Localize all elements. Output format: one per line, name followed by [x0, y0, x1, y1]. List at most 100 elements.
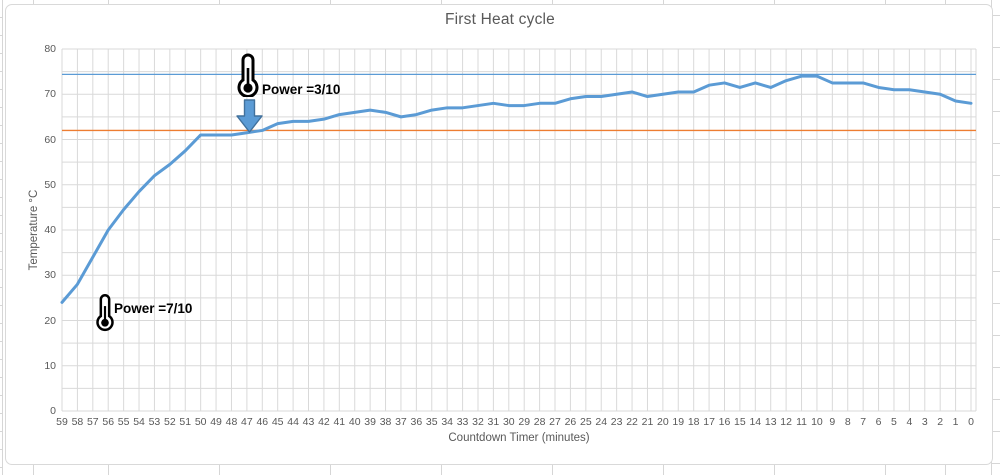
sheet-gridline	[108, 0, 109, 4]
y-tick-label: 70	[44, 88, 56, 101]
sheet-gridline	[0, 449, 3, 450]
x-tick-label: 36	[410, 416, 423, 428]
sheet-gridline	[774, 0, 775, 4]
y-tick-label: 20	[44, 314, 56, 327]
sheet-gridline	[0, 179, 3, 180]
x-tick-label: 20	[657, 416, 669, 428]
x-tick-label: 23	[610, 416, 623, 428]
x-tick-label: 27	[549, 416, 561, 428]
sheet-gridline	[991, 207, 1000, 208]
x-tick-label: 17	[703, 416, 715, 428]
x-tick-label: 58	[71, 416, 84, 428]
sheet-gridline	[0, 341, 3, 342]
sheet-gridline	[0, 377, 3, 378]
x-tick-label: 38	[379, 416, 392, 428]
x-tick-label: 8	[844, 416, 851, 428]
sheet-gridline	[0, 107, 3, 108]
sheet-gridline	[0, 35, 3, 36]
sheet-gridline	[33, 0, 34, 4]
x-tick-label: 39	[364, 416, 376, 428]
y-tick-label: 50	[44, 178, 56, 191]
sheet-gridline	[991, 175, 1000, 176]
sheet-gridline	[0, 197, 3, 198]
x-tick-label: 53	[148, 416, 161, 428]
sheet-gridline	[0, 215, 3, 216]
x-tick-label: 45	[271, 416, 284, 428]
sheet-gridline	[885, 464, 886, 475]
sheet-gridline	[0, 413, 3, 414]
x-tick-label: 2	[937, 416, 944, 428]
x-axis-title: Countdown Timer (minutes)	[448, 432, 590, 444]
x-tick-label: 4	[906, 416, 913, 428]
sheet-gridline	[0, 269, 3, 270]
x-tick-label: 50	[194, 416, 207, 428]
power-high-label: Power =7/10	[114, 301, 193, 316]
sheet-gridline	[0, 233, 3, 234]
x-tick-label: 21	[641, 416, 654, 428]
sheet-gridline	[663, 464, 664, 475]
y-tick-label: 60	[44, 133, 56, 146]
x-tick-label: 5	[891, 416, 897, 428]
sheet-gridline	[774, 464, 775, 475]
x-tick-label: 49	[210, 416, 222, 428]
sheet-gridline	[0, 431, 3, 432]
sheet-gridline	[0, 161, 3, 162]
x-tick-label: 9	[829, 416, 836, 428]
chart-title: First Heat cycle	[445, 11, 555, 28]
x-tick-label: 46	[256, 416, 269, 428]
x-tick-label: 1	[952, 416, 959, 428]
sheet-gridline	[0, 143, 3, 144]
sheet-gridline	[991, 79, 1000, 80]
thermometer-icon	[96, 294, 114, 331]
sheet-gridline	[108, 464, 109, 475]
x-tick-label: 30	[502, 416, 515, 428]
x-tick-label: 51	[179, 416, 192, 428]
x-tick-label: 35	[425, 416, 438, 428]
sheet-gridline	[0, 323, 3, 324]
sheet-gridline	[991, 335, 1000, 336]
x-tick-label: 40	[348, 416, 361, 428]
sheet-gridline	[0, 467, 3, 468]
sheet-gridline	[330, 0, 331, 4]
sheet-gridline	[991, 15, 1000, 16]
y-tick-label: 80	[44, 43, 56, 55]
x-tick-label: 54	[133, 416, 145, 428]
x-tick-label: 34	[441, 416, 453, 428]
sheet-gridline	[0, 287, 3, 288]
sheet-gridline	[0, 125, 3, 126]
power-low-label: Power =3/10	[262, 82, 341, 97]
sheet-gridline	[219, 464, 220, 475]
x-tick-label: 22	[626, 416, 638, 428]
sheet-gridline	[991, 271, 1000, 272]
sheet-gridline	[552, 464, 553, 475]
x-tick-label: 12	[780, 416, 792, 428]
x-tick-label: 26	[564, 416, 577, 428]
sheet-gridline	[441, 464, 442, 475]
sheet-gridline	[991, 303, 1000, 304]
sheet-gridline	[0, 305, 3, 306]
sheet-gridline	[991, 111, 1000, 112]
sheet-gridline	[663, 0, 664, 4]
x-tick-label: 37	[395, 416, 407, 428]
x-tick-label: 18	[687, 416, 700, 428]
sheet-gridline	[991, 239, 1000, 240]
sheet-gridline	[441, 0, 442, 4]
sheet-gridline	[991, 143, 1000, 144]
x-tick-label: 28	[533, 416, 546, 428]
x-tick-label: 3	[921, 416, 928, 428]
y-tick-label: 30	[44, 269, 56, 282]
y-tick-label: 0	[50, 405, 56, 417]
sheet-gridline	[552, 0, 553, 4]
x-tick-label: 14	[749, 416, 762, 428]
sheet-gridline	[33, 464, 34, 475]
sheet-gridline	[0, 89, 3, 90]
temperature-series-line	[60, 74, 973, 304]
x-tick-label: 41	[333, 416, 346, 428]
x-tick-label: 42	[318, 416, 330, 428]
sheet-gridline	[0, 71, 3, 72]
x-tick-label: 24	[595, 416, 608, 428]
x-tick-label: 6	[875, 416, 882, 428]
x-tick-label: 59	[56, 416, 68, 428]
sheet-gridline	[945, 464, 946, 475]
